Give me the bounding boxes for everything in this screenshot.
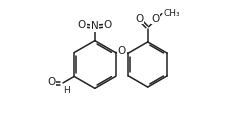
- Text: O: O: [118, 46, 126, 56]
- Text: O: O: [78, 19, 86, 30]
- Text: O: O: [47, 77, 55, 87]
- Text: O: O: [104, 19, 112, 30]
- Text: O: O: [135, 14, 144, 24]
- Text: N: N: [91, 21, 99, 31]
- Text: H: H: [63, 86, 70, 95]
- Text: CH₃: CH₃: [163, 9, 180, 18]
- Text: O: O: [151, 14, 160, 24]
